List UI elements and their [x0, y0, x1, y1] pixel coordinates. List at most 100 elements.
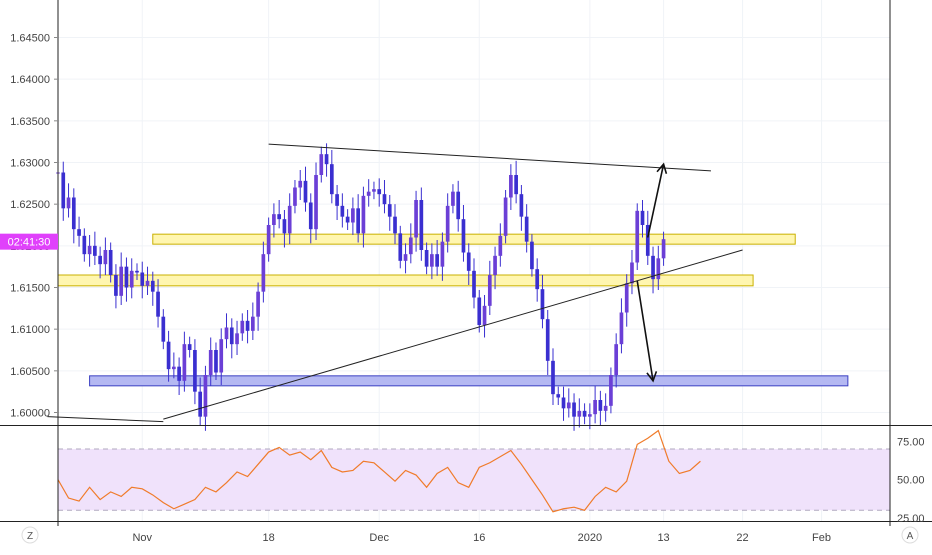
y-tick-label: 1.61500 [10, 283, 50, 295]
x-tick-label: 2020 [578, 532, 602, 544]
candle-body [509, 175, 513, 198]
candle-body [514, 175, 518, 195]
candle-body [472, 270, 476, 298]
candle-body [150, 280, 155, 292]
trendline [47, 416, 164, 423]
candle-body [551, 360, 555, 395]
candle-body [577, 410, 582, 417]
candle-body [256, 291, 260, 317]
trendlines-layer [47, 143, 743, 423]
candle-body [314, 175, 318, 230]
candle-body [172, 366, 176, 370]
candle-body [324, 154, 329, 165]
arrow-head [656, 162, 668, 174]
candle-body [561, 397, 566, 409]
candle-body [224, 327, 229, 340]
zone-box [152, 233, 796, 245]
candle-body [108, 250, 113, 275]
candle-body [250, 316, 255, 331]
candle-body [588, 414, 592, 417]
candle-body [519, 194, 524, 217]
candle-body [572, 402, 576, 417]
candle-body [387, 204, 392, 217]
candle-body [482, 305, 487, 325]
candle-body [366, 191, 371, 196]
candle-body [419, 200, 424, 250]
candle-body [651, 255, 655, 280]
candle-body [466, 252, 471, 271]
trendline [268, 143, 711, 172]
candle-body [445, 205, 450, 242]
candle-body [129, 270, 134, 288]
chart-frame [0, 0, 932, 526]
candle-body [166, 341, 171, 370]
candle-body [135, 270, 139, 273]
candle-body [556, 394, 561, 398]
candle-body [287, 205, 292, 234]
arrow-head [646, 371, 658, 383]
y-tick-label: 1.63000 [10, 158, 50, 170]
candle-body [424, 250, 429, 267]
candle-body [382, 194, 387, 205]
candle-body [308, 202, 313, 230]
y-tick-label: 1.62500 [10, 199, 50, 211]
rsi-y-tick-label: 25.00 [897, 513, 925, 525]
candle-body [661, 239, 666, 259]
y-tick-label: 1.60500 [10, 366, 50, 378]
auto-scale-button[interactable] [901, 526, 919, 544]
candle-body [356, 208, 360, 234]
candle-body [293, 187, 297, 206]
candle-body [614, 344, 619, 375]
candle-body [372, 189, 376, 192]
zoom-toggle-button[interactable] [21, 526, 39, 544]
candle-body [635, 210, 640, 263]
rsi-grid [58, 426, 890, 521]
candle-body [524, 216, 529, 242]
x-tick-label: Dec [369, 532, 389, 544]
candle-body [593, 400, 597, 415]
trendline [163, 249, 743, 420]
candle-body [229, 327, 234, 345]
y-tick-label: 1.61000 [10, 324, 50, 336]
price-label-box [0, 233, 58, 250]
candle-body [119, 266, 124, 296]
candle-body [645, 225, 650, 256]
candle-body [66, 197, 71, 209]
candle-body [177, 366, 181, 381]
candle-body [329, 164, 334, 195]
candle-body [535, 269, 540, 290]
candle-body [487, 275, 492, 306]
candle-body [545, 319, 550, 361]
x-tick-label: 13 [657, 532, 669, 544]
zoom-toggle-label: Z [27, 531, 33, 542]
x-axis: Nov 18 Dec 16 2020 13 22 Feb [132, 532, 831, 544]
auto-scale-label: A [907, 531, 914, 542]
rsi-y-axis: 75.00 50.00 25.00 [897, 436, 925, 525]
zone-box [89, 375, 849, 387]
candle-body [71, 197, 76, 230]
footer: Z A [21, 526, 919, 544]
zone-box [57, 274, 754, 287]
zones-layer [57, 233, 849, 387]
candle-body [103, 250, 108, 265]
candle-body [540, 289, 545, 320]
arrow-shaft [636, 280, 654, 381]
candle-body [77, 229, 81, 236]
candle-body [240, 320, 245, 334]
candle-body [187, 344, 192, 350]
x-tick-label: 16 [473, 532, 485, 544]
candle-body [82, 235, 87, 255]
candle-body [340, 205, 345, 217]
candle-body [530, 241, 534, 270]
candle-body [361, 195, 366, 234]
candle-body [640, 210, 645, 225]
candle-body [282, 219, 287, 234]
x-tick-label: 22 [736, 532, 748, 544]
candle-body [156, 291, 160, 317]
candle-body [208, 350, 213, 375]
candle-body [624, 283, 629, 313]
candle-body [598, 400, 603, 411]
candle-body [235, 333, 239, 345]
